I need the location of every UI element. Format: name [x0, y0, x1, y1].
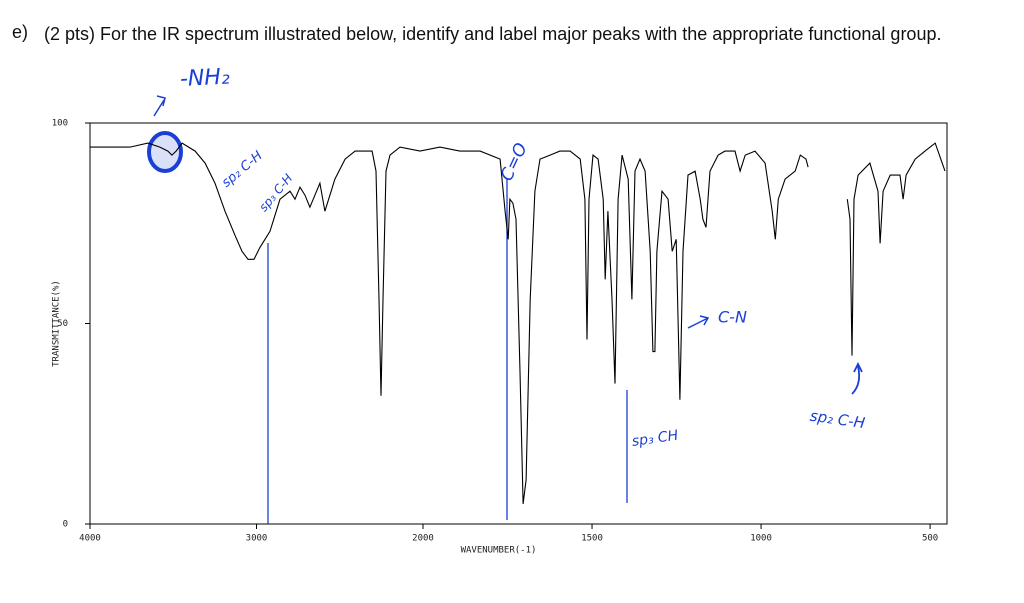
highlight-circle — [147, 131, 183, 173]
arrow — [851, 361, 863, 395]
x-tick-label: 1500 — [581, 534, 603, 544]
x-tick-label: 2000 — [412, 534, 434, 544]
x-axis-label: WAVENUMBER(-1) — [461, 546, 537, 556]
y-axis-label: TRANSMITTANCE(%) — [52, 280, 62, 367]
spectrum-line — [90, 142, 946, 504]
question-label: e) — [12, 22, 29, 42]
x-tick-label: 500 — [922, 534, 938, 544]
handwritten-label: -NH₂ — [179, 64, 230, 92]
handwritten-label: C=O — [497, 140, 532, 184]
question-text: (2 pts) For the IR spectrum illustrated … — [44, 24, 942, 44]
y-tick-label: 100 — [52, 119, 68, 129]
x-tick-label: 3000 — [246, 534, 268, 544]
y-tick-label: 0 — [63, 520, 68, 530]
handwritten-label: sp₃ CH — [631, 428, 680, 450]
x-tick-label: 1000 — [750, 534, 772, 544]
arrow — [687, 315, 710, 329]
handwritten-label: sp₂ C-H — [809, 407, 866, 433]
y-tick-label: 50 — [57, 319, 68, 329]
handwritten-label: sp₃ C-H — [256, 171, 295, 214]
handwritten-label: sp₂ C-H — [219, 148, 266, 190]
arrow — [153, 95, 166, 117]
handwritten-label: C-N — [718, 308, 747, 327]
x-tick-label: 4000 — [79, 534, 101, 544]
